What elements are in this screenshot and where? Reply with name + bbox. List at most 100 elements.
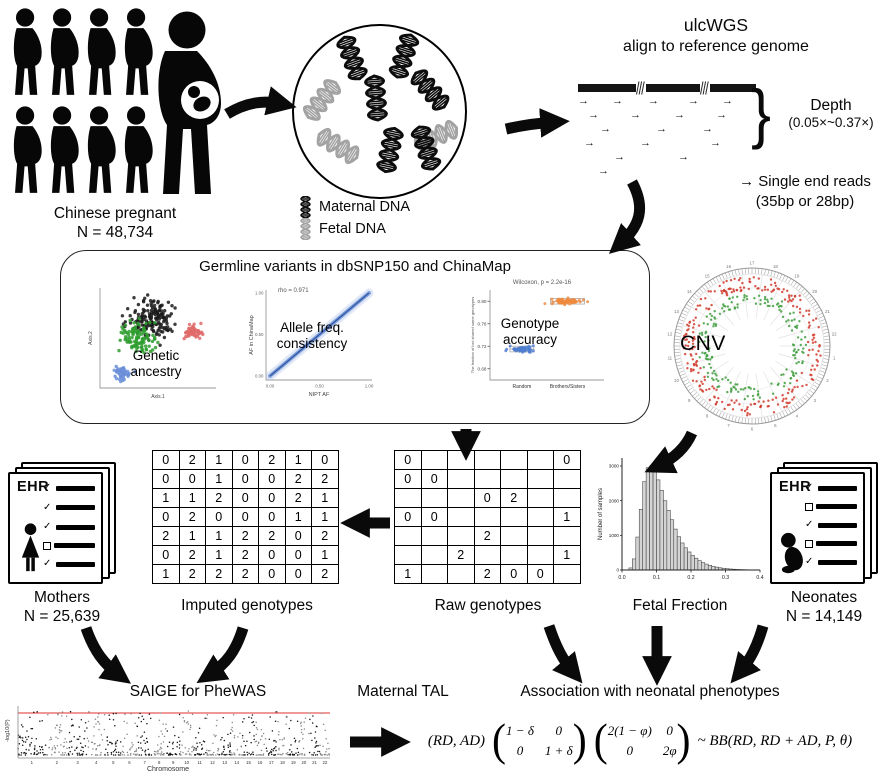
genotype-cell: 0 bbox=[284, 545, 312, 565]
ehr-checklist-row: ✓ bbox=[805, 520, 857, 530]
arrow-imputed-to-saige bbox=[196, 626, 249, 684]
svg-text:12: 12 bbox=[667, 332, 672, 337]
genotype-cell: 2 bbox=[311, 469, 339, 489]
neonates-name: Neonates bbox=[790, 589, 858, 606]
check-icon: ✓ bbox=[805, 482, 814, 493]
read-arrow-icon: → bbox=[598, 165, 609, 177]
check-icon: ✓ bbox=[43, 558, 52, 569]
read-arrow-icon: → bbox=[678, 151, 689, 163]
svg-text:Axis.1: Axis.1 bbox=[151, 394, 165, 400]
genotype-cell: 0 bbox=[394, 469, 422, 489]
genotype-cell bbox=[394, 526, 422, 546]
read-arrow-icon: → bbox=[640, 137, 651, 149]
genotype-cell: 0 bbox=[473, 488, 501, 508]
mothers-name: Mothers bbox=[34, 589, 90, 606]
svg-text:Random: Random bbox=[512, 384, 531, 390]
ulcwgs-title: ulcWGS bbox=[683, 15, 749, 35]
maternal-dna-label: Maternal DNA bbox=[319, 199, 411, 215]
genotype-cell: 2 bbox=[311, 526, 339, 546]
genotype-cell bbox=[473, 545, 501, 565]
ehr-card-front: EHR ✓ ✓ ✓ ✓ bbox=[8, 472, 103, 584]
svg-text:Number of samples: Number of samples bbox=[598, 488, 604, 540]
association-title: Association with neonatal phenotypes bbox=[520, 683, 780, 700]
svg-text:0.00: 0.00 bbox=[266, 384, 275, 389]
ehr-record-line bbox=[56, 505, 95, 510]
genotype-cell: 0 bbox=[231, 450, 259, 470]
germline-panel-border bbox=[60, 250, 650, 424]
svg-text:11: 11 bbox=[197, 760, 202, 765]
genotype-cell: 0 bbox=[284, 564, 312, 584]
genotype-cell: 2 bbox=[205, 564, 233, 584]
genotype-cell: 0 bbox=[152, 507, 180, 527]
svg-text:2: 2 bbox=[826, 378, 829, 383]
check-icon: ✓ bbox=[43, 482, 52, 493]
read-arrow-icon: → bbox=[584, 137, 595, 149]
genotype-cell: 2 bbox=[258, 526, 286, 546]
genotype-cell bbox=[447, 450, 475, 470]
svg-text:1000: 1000 bbox=[609, 533, 620, 538]
ehr-checklist: ✓ ✓ ✓ ✓ bbox=[43, 483, 95, 579]
genotype-cell: 1 bbox=[311, 507, 339, 527]
genotype-cell: 1 bbox=[311, 488, 339, 508]
allele-plot-label: Allele freq. consistency bbox=[276, 320, 348, 351]
svg-text:5: 5 bbox=[112, 760, 115, 765]
pregnant-mother-figure bbox=[158, 11, 221, 194]
read-arrow-icon: → bbox=[578, 95, 589, 107]
arrow-mothers-to-saige bbox=[80, 626, 131, 684]
genotype-cell bbox=[420, 564, 448, 584]
svg-text:6: 6 bbox=[128, 760, 131, 765]
ehr-checklist-row: ✓ bbox=[43, 483, 95, 493]
checkbox-icon bbox=[43, 541, 51, 550]
genotype-cell: 0 bbox=[258, 507, 286, 527]
genotype-cell bbox=[553, 564, 581, 584]
svg-text:1: 1 bbox=[31, 760, 34, 765]
svg-text:15: 15 bbox=[705, 274, 710, 279]
read-arrow-icon: → bbox=[702, 123, 713, 135]
ancestry-scatter: Axis.1 Axis.2 bbox=[88, 288, 216, 400]
ehr-record-line bbox=[818, 559, 857, 565]
genotype-cell bbox=[447, 564, 475, 584]
genotype-cell bbox=[473, 507, 501, 527]
genotype-cell: 1 bbox=[178, 526, 206, 546]
svg-text:3000: 3000 bbox=[609, 464, 620, 469]
svg-text:Brothers/Sisters: Brothers/Sisters bbox=[550, 384, 586, 390]
ehr-record-line bbox=[56, 561, 95, 567]
genotype-cell bbox=[447, 526, 475, 546]
read-arrow-icon: → bbox=[722, 95, 733, 107]
genotype-cell: 0 bbox=[394, 507, 422, 527]
svg-text:19: 19 bbox=[794, 274, 799, 279]
mothers-count: N = 25,639 bbox=[23, 608, 101, 625]
mothers-label: Mothers N = 25,639 bbox=[2, 588, 122, 626]
cnv-label: CNV bbox=[680, 332, 726, 355]
genotype-cell: 0 bbox=[258, 488, 286, 508]
svg-text:17: 17 bbox=[750, 261, 755, 266]
fetal-dna-legend-row: Fetal DNA bbox=[299, 218, 410, 240]
ehr-record-line bbox=[818, 485, 857, 491]
svg-text:22: 22 bbox=[832, 332, 837, 337]
checkbox-icon bbox=[805, 502, 813, 511]
maternal-dna-icon bbox=[375, 125, 405, 175]
genotype-cell bbox=[420, 526, 448, 546]
genotype-cell: 2 bbox=[500, 488, 528, 508]
imputed-grid-label: Imputed genotypes bbox=[181, 597, 313, 614]
accuracy-plot-label: Genotype accuracy bbox=[500, 316, 560, 347]
genotype-cell bbox=[420, 545, 448, 565]
genotype-cell: 2 bbox=[178, 564, 206, 584]
svg-text:21: 21 bbox=[825, 309, 830, 314]
genotype-cell: 2 bbox=[284, 488, 312, 508]
read-alignment-diagram: → → → → →→ → → →→ → →→ → →→ →→ bbox=[578, 81, 756, 177]
cfdna-pool-circle bbox=[292, 24, 467, 199]
read-arrow-icon: → bbox=[630, 109, 641, 121]
saige-title: SAIGE for PheWAS bbox=[129, 683, 267, 700]
svg-text:0.0: 0.0 bbox=[618, 575, 625, 581]
genotype-cell bbox=[500, 545, 528, 565]
ehr-checklist-row: ✓ bbox=[43, 502, 95, 513]
svg-text:0.72: 0.72 bbox=[478, 344, 487, 349]
svg-text:3: 3 bbox=[76, 760, 79, 765]
genotype-cell: 1 bbox=[205, 450, 233, 470]
genotype-cell: 0 bbox=[231, 507, 259, 527]
neonates-label: Neonates N = 14,149 bbox=[764, 588, 880, 626]
